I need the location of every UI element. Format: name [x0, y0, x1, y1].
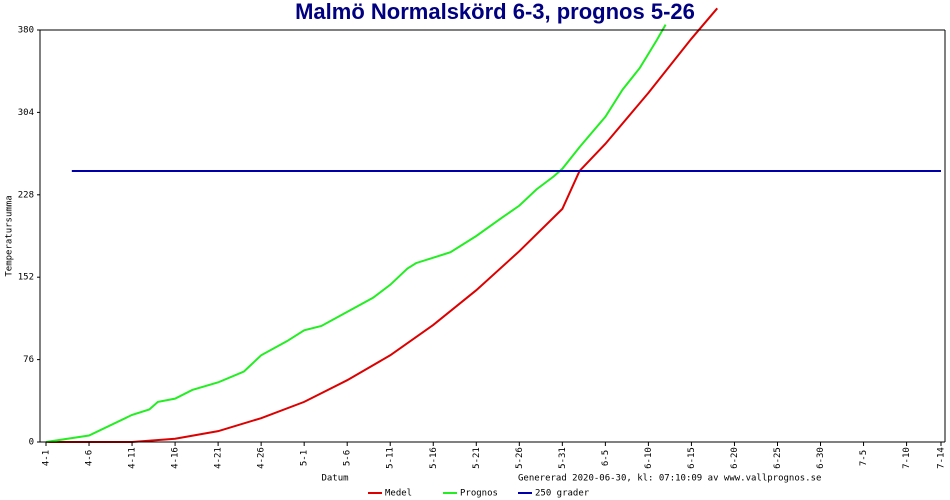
- y-tick-label: 76: [23, 355, 34, 365]
- x-tick-label: 6-5: [601, 450, 611, 466]
- x-tick-label: 5-16: [429, 447, 439, 469]
- y-tick-label: 380: [18, 26, 34, 36]
- line-series: [45, 24, 667, 443]
- x-tick-label: 6-20: [730, 447, 740, 469]
- x-tick-label: 7-5: [859, 450, 869, 466]
- legend-label: Medel: [385, 489, 412, 499]
- chart-title: Malmö Normalskörd 6-3, prognos 5-26: [295, 0, 695, 24]
- line-series: [46, 7, 719, 443]
- x-tick-label: 6-25: [773, 447, 783, 469]
- legend-label: Prognos: [460, 489, 498, 499]
- plot: [45, 7, 941, 443]
- x-axis-label: Datum: [321, 474, 348, 484]
- x-tick-label: 5-26: [515, 447, 525, 469]
- y-axis-label: Temperatursumma: [5, 195, 15, 276]
- x-tick-label: 5-31: [558, 447, 568, 469]
- x-tick-label: 5-21: [472, 447, 482, 469]
- x-tick-label: 4-26: [257, 447, 267, 469]
- x-tick-label: 4-16: [171, 447, 181, 469]
- x-tick-label: 6-10: [644, 447, 654, 469]
- x-tick-label: 7-14: [937, 447, 947, 469]
- x-tick-label: 7-10: [902, 447, 912, 469]
- x-tick-label: 4-1: [42, 450, 52, 466]
- x-tick-label: 4-6: [85, 450, 95, 466]
- x-tick-label: 5-1: [300, 450, 310, 466]
- y-tick-label: 304: [18, 108, 34, 118]
- x-tick-label: 6-15: [687, 447, 697, 469]
- y-tick-label: 228: [18, 190, 34, 200]
- x-tick-label: 5-6: [343, 450, 353, 466]
- x-tick-label: 4-21: [214, 447, 224, 469]
- y-tick-label: 152: [18, 273, 34, 283]
- x-tick-label: 6-30: [816, 447, 826, 469]
- x-tick-label: 4-11: [128, 447, 138, 469]
- annotation: Genererad 2020-06-30, kl: 07:10:09 av ww…: [518, 474, 821, 484]
- y-tick-label: 0: [29, 438, 34, 448]
- legend-label: 250 grader: [535, 489, 590, 499]
- x-tick-label: 5-11: [386, 447, 396, 469]
